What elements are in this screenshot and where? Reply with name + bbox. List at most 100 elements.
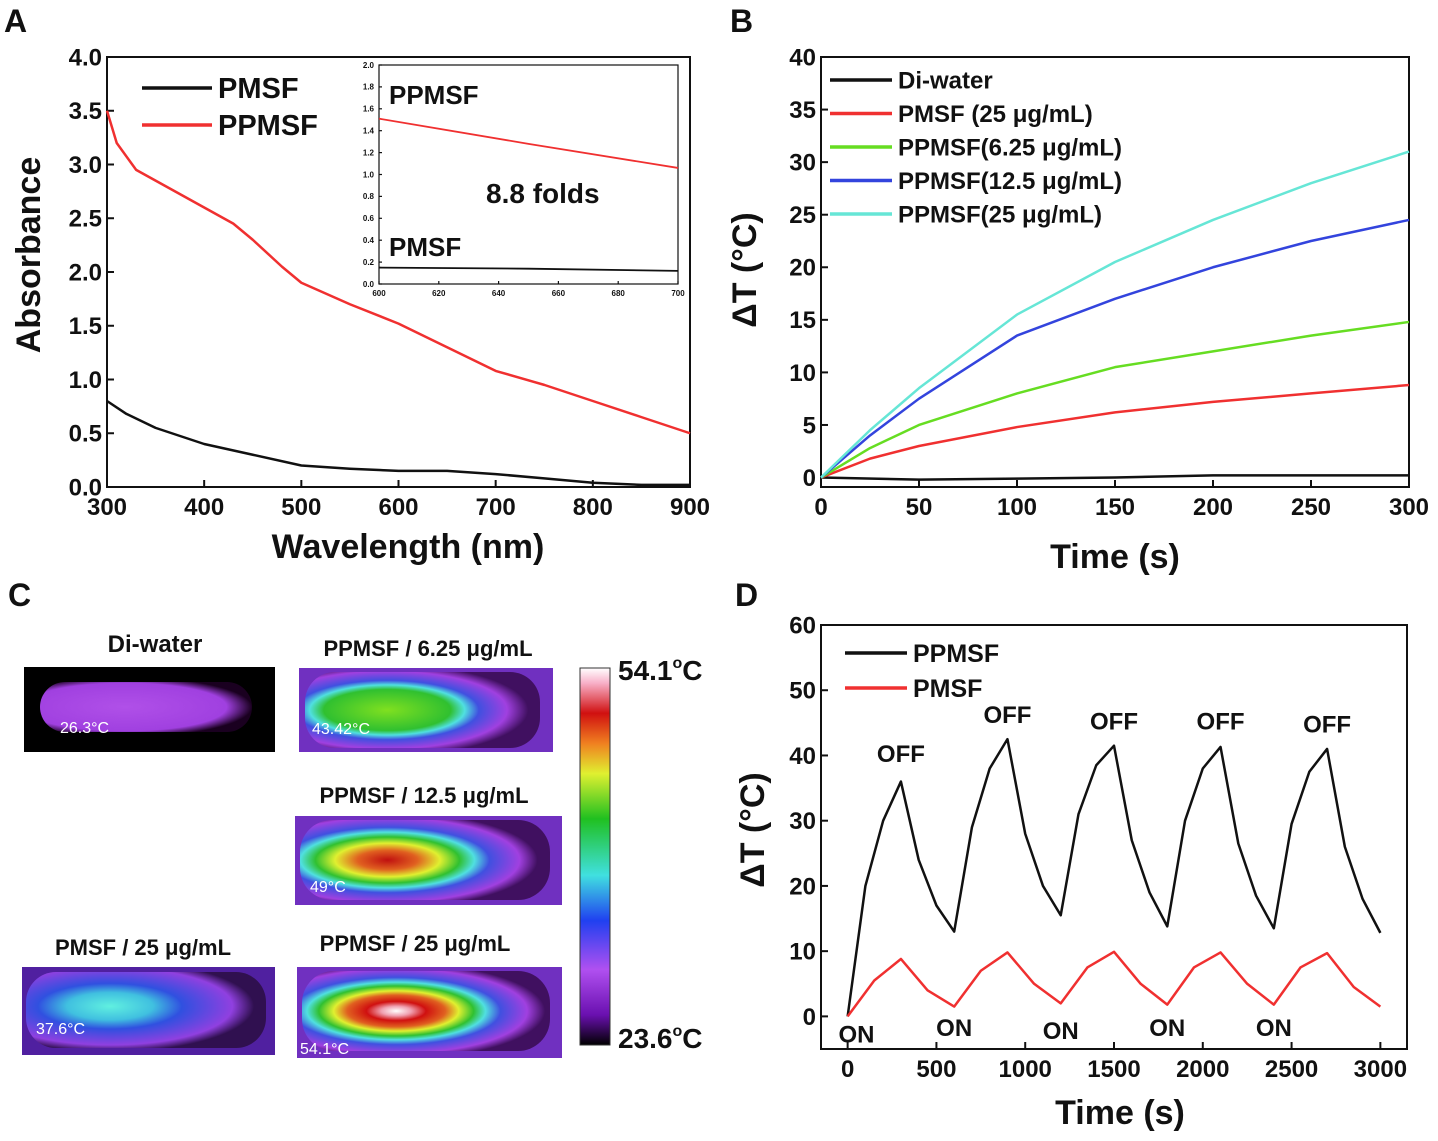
y-tick-label: 0.0 xyxy=(69,474,102,501)
annotation-off: OFF xyxy=(1197,708,1245,735)
y-tick-label: 1.0 xyxy=(363,170,375,179)
x-tick-label: 0 xyxy=(841,1056,854,1083)
colorbar-min-label: 23.6oC xyxy=(618,1023,703,1054)
x-tick-label: 300 xyxy=(1389,494,1429,521)
thermal-temp-di-water: 26.3°C xyxy=(60,720,109,737)
y-tick-label: 30 xyxy=(789,150,816,177)
panel-letter-a: A xyxy=(4,3,27,39)
y-tick-label: 0.2 xyxy=(363,258,375,267)
y-axis-label: ΔT (°C) xyxy=(734,772,772,887)
x-tick-label: 50 xyxy=(906,494,933,521)
inset-label-ppmsf: PPMSF xyxy=(389,80,479,110)
y-tick-label: 1.0 xyxy=(69,367,102,394)
x-tick-label: 2500 xyxy=(1265,1056,1318,1083)
y-tick-label: 40 xyxy=(789,743,816,770)
x-axis-label: Time (s) xyxy=(1050,538,1180,576)
x-tick-label: 660 xyxy=(552,289,566,298)
y-tick-label: 15 xyxy=(789,307,816,334)
legend-label: PPMSF(25 μg/mL) xyxy=(898,201,1102,228)
y-tick-label: 30 xyxy=(789,808,816,835)
y-tick-label: 0.5 xyxy=(69,421,102,448)
thermal-temp-pmsf-25: 37.6°C xyxy=(36,1021,85,1038)
y-tick-label: 2.5 xyxy=(69,206,102,233)
legend-label: PPMSF(6.25 μg/mL) xyxy=(898,134,1122,161)
x-axis-label: Time (s) xyxy=(1055,1094,1185,1132)
y-tick-label: 1.2 xyxy=(363,148,375,157)
series-line-pmsf xyxy=(846,950,1382,1018)
thermal-spot xyxy=(302,971,550,1051)
annotation-on: ON xyxy=(1256,1015,1292,1042)
y-tick-label: 2.0 xyxy=(363,61,375,70)
x-tick-label: 800 xyxy=(573,494,613,521)
annotation-off: OFF xyxy=(1303,712,1351,739)
x-axis-label: Wavelength (nm) xyxy=(272,528,545,566)
legend-label: PPMSF xyxy=(913,640,999,668)
y-tick-label: 0 xyxy=(803,465,816,492)
y-tick-label: 3.0 xyxy=(69,152,102,179)
x-tick-label: 500 xyxy=(916,1056,956,1083)
y-tick-label: 35 xyxy=(789,97,816,124)
x-tick-label: 1500 xyxy=(1087,1056,1140,1083)
legend-label: PMSF xyxy=(913,675,982,703)
plot-frame xyxy=(820,624,1408,1050)
thermal-title-pmsf-25: PMSF / 25 μg/mL xyxy=(55,935,231,960)
chart-a-absorbance: 300 400 500 600 700 800 900 0.0 0.5 1.0 1.5 2.0 2.5 3… xyxy=(10,44,710,566)
thermal-temp-ppmsf-6-25: 43.42°C xyxy=(312,721,370,738)
series-line-pmsf-25-g-ml- xyxy=(820,383,1410,479)
x-tick-label: 150 xyxy=(1095,494,1135,521)
y-tick-label: 1.4 xyxy=(363,127,375,136)
y-tick-label: 0.8 xyxy=(363,192,375,201)
panel-letter-d: D xyxy=(735,577,758,613)
x-tick-label: 900 xyxy=(670,494,710,521)
thermal-images-panel: Di-water 26.3°C PPMSF / 6.25 μg/mL 43.42… xyxy=(22,631,703,1058)
annotation-on: ON xyxy=(1149,1015,1185,1042)
y-tick-label: 40 xyxy=(789,44,816,71)
thermal-spot xyxy=(40,682,252,732)
y-tick-label: 0.6 xyxy=(363,214,375,223)
x-tick-label: 1000 xyxy=(999,1056,1052,1083)
panel-letter-b: B xyxy=(730,3,753,39)
y-tick-label: 4.0 xyxy=(69,44,102,71)
chart-b-heating-curves: 0 50 100 150 200 250 300 0 5 10 15 20 25 30 35 40 Time (… xyxy=(726,44,1429,576)
x-tick-label: 300 xyxy=(87,494,127,521)
y-tick-label: 3.5 xyxy=(69,98,102,125)
series-line-inset-0 xyxy=(378,117,679,169)
x-tick-label: 200 xyxy=(1193,494,1233,521)
x-tick-label: 250 xyxy=(1291,494,1331,521)
x-tick-label: 620 xyxy=(432,289,446,298)
thermal-title-ppmsf-12-5: PPMSF / 12.5 μg/mL xyxy=(319,783,528,808)
series-line-ppmsf-25-g-ml- xyxy=(820,150,1410,479)
y-tick-label: 0.4 xyxy=(363,236,375,245)
thermal-title-di-water: Di-water xyxy=(108,631,203,658)
x-tick-label: 600 xyxy=(372,289,386,298)
thermal-spot xyxy=(26,972,266,1048)
thermal-spot xyxy=(300,820,550,900)
x-tick-label: 0 xyxy=(814,494,827,521)
x-tick-label: 600 xyxy=(378,494,418,521)
annotation-on: ON xyxy=(1043,1018,1079,1045)
y-tick-label: 1.5 xyxy=(69,313,102,340)
series-line-pmsf xyxy=(106,399,690,487)
y-tick-label: 10 xyxy=(789,360,816,387)
y-tick-label: 25 xyxy=(789,202,816,229)
thermal-title-ppmsf-6-25: PPMSF / 6.25 μg/mL xyxy=(323,636,532,661)
x-tick-label: 680 xyxy=(612,289,626,298)
annotation-off: OFF xyxy=(1090,708,1138,735)
inset-label-pmsf: PMSF xyxy=(389,232,461,262)
panel-letter-c: C xyxy=(8,577,31,613)
y-tick-label: 2.0 xyxy=(69,259,102,286)
thermal-temp-ppmsf-25: 54.1°C xyxy=(300,1041,349,1058)
legend-label: PMSF (25 μg/mL) xyxy=(898,101,1093,128)
x-tick-label: 3000 xyxy=(1354,1056,1407,1083)
thermal-spot xyxy=(305,672,540,748)
y-tick-label: 20 xyxy=(789,873,816,900)
legend-label: PPMSF xyxy=(218,110,318,142)
colorbar-max-label: 54.1oC xyxy=(618,655,703,686)
thermal-title-ppmsf-25: PPMSF / 25 μg/mL xyxy=(320,931,511,956)
y-tick-label: 1.6 xyxy=(363,105,375,114)
x-tick-label: 2000 xyxy=(1176,1056,1229,1083)
x-tick-label: 100 xyxy=(997,494,1037,521)
series-line-ppmsf-12-5-g-ml- xyxy=(820,218,1410,479)
y-axis-label: ΔT (°C) xyxy=(726,212,764,327)
